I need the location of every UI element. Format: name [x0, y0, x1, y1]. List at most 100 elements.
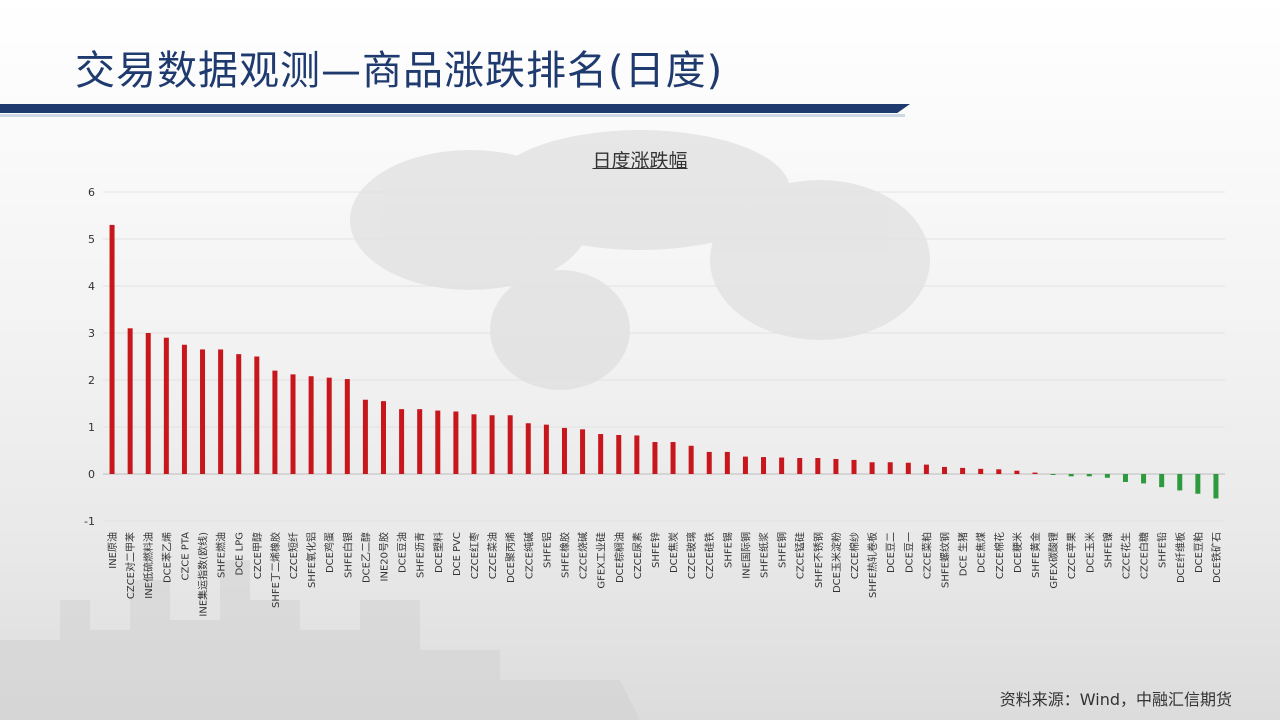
- x-tick-label: SHFE锡: [721, 532, 734, 568]
- bar: [1195, 474, 1201, 494]
- bar: [326, 377, 332, 474]
- bar: [290, 374, 296, 474]
- x-tick-label: SHFE氧化铝: [305, 532, 318, 588]
- x-tick-label: GFEX碳酸锂: [1047, 532, 1060, 589]
- bar: [1104, 474, 1110, 478]
- y-tick-label: 0: [88, 468, 95, 481]
- bar: [978, 468, 984, 474]
- bar: [960, 467, 966, 474]
- bar: [942, 466, 947, 474]
- x-tick-label: CZCE菜粕: [920, 532, 933, 579]
- x-tick-label: SHFE纸浆: [758, 532, 771, 578]
- x-tick-label: CZCE棉花: [993, 532, 1006, 579]
- bar: [869, 462, 875, 474]
- x-tick-label: DCE豆粕: [1192, 532, 1205, 573]
- y-tick-label: 1: [88, 421, 95, 434]
- x-tick-label: SHFE沥青: [414, 532, 427, 578]
- x-tick-label: SHFE螺纹钢: [939, 532, 952, 588]
- bar: [109, 224, 115, 474]
- y-tick-label: 5: [88, 233, 95, 246]
- y-tick-label: 6: [88, 186, 95, 199]
- bar: [833, 458, 839, 474]
- bar: [996, 469, 1002, 474]
- bar: [1177, 474, 1183, 491]
- bar: [652, 442, 658, 474]
- x-tick-label: CZCE尿素: [631, 532, 644, 579]
- bar: [435, 410, 441, 474]
- bar: [561, 427, 567, 474]
- x-tick-label: CZCE苹果: [1065, 532, 1078, 579]
- x-tick-label: CZCE白糖: [1138, 532, 1151, 579]
- bar: [362, 399, 368, 474]
- x-tick-label: SHFE铅: [1156, 532, 1169, 568]
- x-tick-label: INE集运指数(欧线): [197, 532, 210, 617]
- x-tick-label: DCE焦炭: [667, 532, 680, 573]
- title-underline-bar: [0, 104, 910, 113]
- bar: [598, 434, 604, 474]
- bar: [218, 349, 224, 474]
- x-tick-label: DCE铁矿石: [1210, 532, 1223, 583]
- bar: [163, 337, 169, 474]
- x-tick-label: DCE豆二: [885, 532, 897, 573]
- x-tick-label: CZCE锰硅: [794, 532, 807, 579]
- x-tick-label: DCE乙二醇: [359, 532, 372, 583]
- page-title: 交易数据观测—商品涨跌排名(日度): [75, 48, 724, 94]
- x-tick-label: SHFE丁二烯橡胶: [269, 532, 282, 608]
- x-tick-label: DCE豆一: [903, 532, 915, 573]
- bar: [453, 411, 459, 474]
- x-tick-label: DCE棕榈油: [613, 532, 626, 583]
- bar: [1122, 474, 1128, 482]
- x-tick-label: GFEX工业硅: [595, 532, 608, 589]
- x-tick-label: DCE苯乙烯: [160, 532, 173, 583]
- x-tick-label: SHFE铜: [777, 532, 789, 568]
- x-tick-label: DCE纤维板: [1174, 532, 1187, 583]
- x-tick-label: CZCE烧碱: [577, 532, 590, 579]
- bar: [797, 458, 803, 474]
- bar: [634, 435, 640, 474]
- bar: [344, 379, 350, 474]
- x-tick-label: SHFE橡胶: [558, 532, 571, 578]
- x-tick-label: SHFE铝: [541, 532, 553, 568]
- x-tick-label: SHFE黄金: [1029, 532, 1042, 578]
- x-tick-label: CZCE对二甲苯: [124, 532, 137, 599]
- bar: [525, 423, 531, 474]
- x-tick-label: DCE玉米: [1083, 532, 1096, 573]
- title-underline-shadow: [0, 114, 905, 117]
- bar: [670, 442, 676, 474]
- x-tick-label: CZCE菜油: [486, 532, 499, 579]
- x-tick-label: DCE塑料: [432, 532, 445, 573]
- bar: [923, 464, 929, 474]
- bar: [507, 415, 513, 474]
- x-tick-label: CZCE玻璃: [685, 532, 698, 579]
- x-tick-label: CZCE花生: [1119, 532, 1132, 579]
- x-tick-label: CZCE棉纱: [848, 532, 861, 579]
- bar: [543, 424, 549, 474]
- source-note: 资料来源：Wind，中融汇信期货: [999, 690, 1232, 709]
- bar: [145, 333, 151, 474]
- chart-title: 日度涨跌幅: [592, 150, 688, 172]
- bar: [905, 462, 911, 474]
- bar: [580, 429, 586, 474]
- bar: [254, 356, 260, 474]
- x-tick-label: CZCE甲醇: [251, 532, 264, 579]
- bar: [417, 409, 423, 474]
- bar: [181, 344, 187, 474]
- bar: [616, 434, 622, 474]
- bar: [471, 414, 477, 474]
- x-tick-label: DCE 生猪: [957, 532, 970, 576]
- y-tick-label: 4: [88, 280, 95, 293]
- x-tick-label: DCE聚丙烯: [504, 532, 517, 583]
- x-tick-label: CZCE硅铁: [703, 532, 716, 579]
- x-tick-label: SHFE镍: [1101, 532, 1114, 568]
- y-tick-label: 3: [88, 327, 95, 340]
- bar: [724, 451, 730, 474]
- bar: [1159, 474, 1165, 488]
- bar: [1141, 474, 1147, 484]
- x-tick-label: DCE鸡蛋: [323, 532, 336, 573]
- bar: [815, 458, 821, 474]
- x-tick-label: CZCE PTA: [180, 532, 191, 581]
- bar: [272, 370, 278, 474]
- x-tick-label: CZCE短纤: [287, 532, 300, 579]
